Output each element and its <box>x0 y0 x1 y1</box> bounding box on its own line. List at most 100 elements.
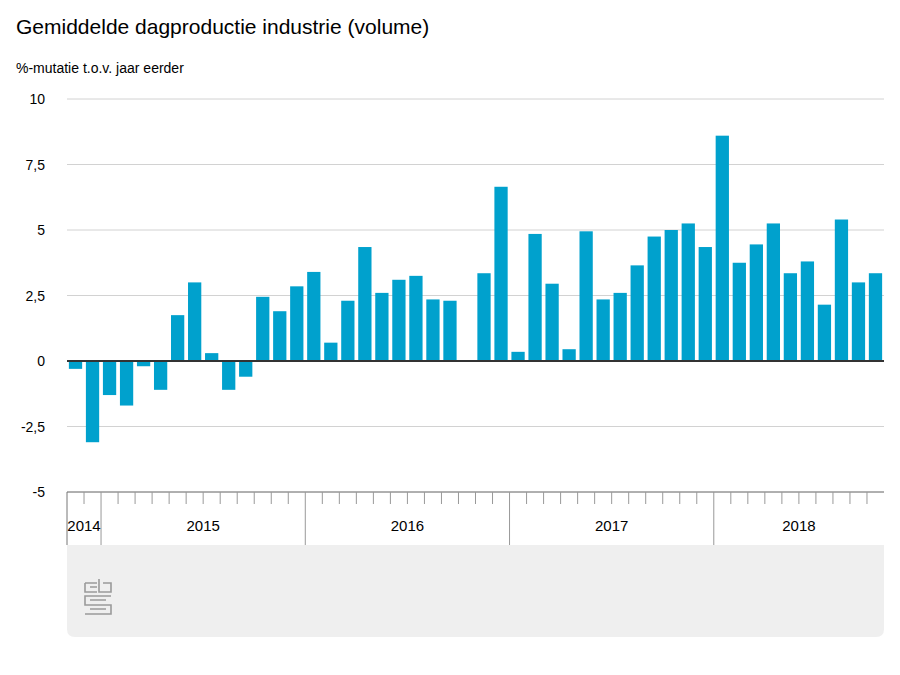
bars <box>69 136 882 443</box>
x-minor-tick <box>169 492 170 504</box>
x-major-tick <box>305 492 306 545</box>
x-minor-tick <box>288 492 289 504</box>
x-minor-tick <box>458 492 459 504</box>
grid-line <box>67 99 884 100</box>
x-minor-tick <box>866 492 867 504</box>
x-minor-tick <box>543 492 544 504</box>
bar <box>801 261 814 361</box>
x-tick-label: 2015 <box>186 517 219 534</box>
y-tick-label: 7,5 <box>26 157 46 173</box>
logo <box>85 579 111 614</box>
bar <box>835 220 848 361</box>
bar <box>545 284 558 361</box>
bar <box>103 361 116 395</box>
bar <box>154 361 167 390</box>
x-tick-label: 2018 <box>782 517 815 534</box>
x-minor-tick <box>764 492 765 504</box>
bar <box>324 343 337 361</box>
bar <box>120 361 133 406</box>
x-minor-tick <box>152 492 153 504</box>
x-minor-tick <box>781 492 782 504</box>
chart: Gemiddelde dagproductie industrie (volum… <box>0 0 900 675</box>
bar <box>494 187 507 361</box>
bar <box>716 136 729 361</box>
x-minor-tick <box>84 492 85 504</box>
bar <box>273 311 286 361</box>
x-minor-tick <box>577 492 578 504</box>
bar <box>852 282 865 361</box>
x-minor-tick <box>390 492 391 504</box>
bar <box>222 361 235 390</box>
subtitle: %-mutatie t.o.v. jaar eerder <box>16 60 184 76</box>
bar <box>188 282 201 361</box>
bar <box>256 297 269 361</box>
x-minor-tick <box>254 492 255 504</box>
x-minor-tick <box>560 492 561 504</box>
bar <box>682 223 695 361</box>
x-minor-tick <box>424 492 425 504</box>
bar <box>392 280 405 361</box>
bar <box>733 263 746 361</box>
x-minor-tick <box>628 492 629 504</box>
bar <box>631 265 644 361</box>
x-minor-tick <box>322 492 323 504</box>
y-tick-label: 5 <box>37 222 45 238</box>
x-minor-tick <box>339 492 340 504</box>
bar <box>579 231 592 361</box>
y-tick-label: 10 <box>29 91 45 107</box>
bar <box>562 349 575 361</box>
x-minor-tick <box>679 492 680 504</box>
y-tick-label: 2,5 <box>26 288 46 304</box>
bar <box>443 301 456 361</box>
bar <box>477 273 490 361</box>
bar <box>597 299 610 361</box>
bar <box>614 293 627 361</box>
bar <box>239 361 252 377</box>
y-tick-label: -2,5 <box>21 419 45 435</box>
y-tick-label: -5 <box>33 484 46 500</box>
x-minor-tick <box>203 492 204 504</box>
x-minor-tick <box>373 492 374 504</box>
bar <box>869 273 882 361</box>
bar <box>358 247 371 361</box>
title: Gemiddelde dagproductie industrie (volum… <box>16 15 429 38</box>
x-minor-tick <box>730 492 731 504</box>
bar <box>818 305 831 361</box>
x-minor-tick <box>747 492 748 504</box>
bar <box>409 276 422 361</box>
x-minor-tick <box>815 492 816 504</box>
bar <box>648 237 661 361</box>
bar <box>699 247 712 361</box>
grid-line <box>67 230 884 231</box>
bar <box>750 244 763 361</box>
bar <box>426 299 439 361</box>
x-minor-tick <box>237 492 238 504</box>
x-minor-tick <box>441 492 442 504</box>
x-minor-tick <box>186 492 187 504</box>
grid-line <box>67 426 884 427</box>
bar <box>784 273 797 361</box>
bar <box>511 352 524 361</box>
y-tick-label: 0 <box>37 353 45 369</box>
x-minor-tick <box>118 492 119 504</box>
bar <box>171 315 184 361</box>
bar <box>290 286 303 361</box>
x-minor-tick <box>492 492 493 504</box>
x-minor-tick <box>849 492 850 504</box>
x-minor-tick <box>832 492 833 504</box>
bar <box>665 230 678 361</box>
x-minor-tick <box>526 492 527 504</box>
x-tick-label: 2017 <box>595 517 628 534</box>
x-minor-tick <box>645 492 646 504</box>
x-minor-tick <box>696 492 697 504</box>
x-major-tick <box>509 492 510 545</box>
x-minor-tick <box>475 492 476 504</box>
x-major-tick <box>713 492 714 545</box>
zero-line <box>67 360 884 362</box>
x-minor-tick <box>407 492 408 504</box>
x-minor-tick <box>662 492 663 504</box>
x-minor-tick <box>220 492 221 504</box>
x-minor-tick <box>611 492 612 504</box>
x-tick-label: 2014 <box>67 517 100 534</box>
grid-line <box>67 164 884 165</box>
